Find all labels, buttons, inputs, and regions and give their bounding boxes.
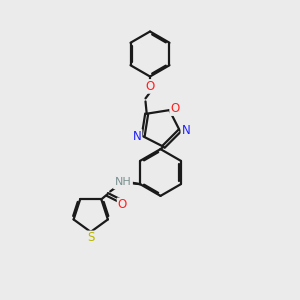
Text: O: O — [118, 198, 127, 212]
Text: O: O — [170, 102, 179, 115]
Text: N: N — [182, 124, 190, 137]
Text: H: H — [118, 176, 126, 186]
Text: N: N — [114, 175, 123, 188]
Text: S: S — [87, 231, 94, 244]
Text: N: N — [133, 130, 142, 143]
Text: O: O — [146, 80, 154, 93]
Text: NH: NH — [116, 177, 132, 187]
